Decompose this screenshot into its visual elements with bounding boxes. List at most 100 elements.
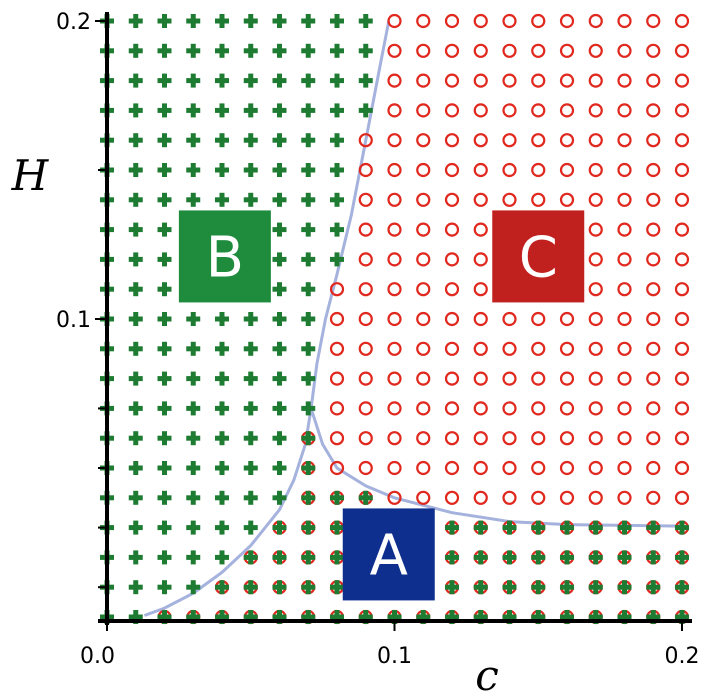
circle-marker [473, 252, 488, 267]
cross-marker [330, 73, 344, 88]
circle-marker [674, 371, 690, 386]
circle-marker [358, 162, 373, 178]
circle-marker [617, 222, 632, 237]
cross-marker [646, 550, 661, 565]
circle-marker [416, 490, 431, 505]
cross-marker [215, 520, 229, 535]
circle-marker [502, 43, 517, 58]
cross-marker [502, 550, 517, 565]
cross-marker [243, 520, 258, 535]
circle-marker [502, 371, 517, 386]
circle-marker [502, 13, 517, 29]
circle-marker [646, 73, 661, 88]
circle-marker [358, 311, 373, 327]
cross-marker [445, 580, 459, 595]
cross-marker [128, 133, 143, 148]
circle-marker [387, 73, 402, 88]
circle-marker [444, 43, 460, 58]
circle-marker [617, 282, 632, 297]
circle-marker [531, 460, 546, 476]
cross-marker [215, 431, 229, 446]
cross-marker [186, 550, 201, 565]
cross-marker [157, 192, 172, 207]
cross-marker [330, 580, 344, 595]
cross-marker [157, 282, 172, 297]
cross-marker [128, 520, 143, 535]
cross-marker [330, 490, 344, 505]
circle-marker [531, 311, 546, 327]
circle-marker [329, 460, 345, 476]
cross-marker [588, 550, 603, 565]
cross-marker [445, 550, 459, 565]
cross-marker [186, 133, 201, 148]
circle-marker [387, 490, 402, 505]
region-label-text: A [370, 523, 408, 588]
circle-marker [502, 490, 517, 505]
cross-marker [358, 103, 373, 118]
cross-marker [330, 14, 344, 28]
circle-marker [444, 192, 460, 207]
cross-marker [358, 73, 373, 88]
cross-marker [157, 222, 172, 237]
circle-marker [358, 341, 373, 356]
circle-marker [387, 103, 402, 118]
circle-marker [617, 103, 632, 118]
circle-marker [473, 341, 488, 356]
cross-marker [128, 282, 143, 297]
circle-marker [617, 192, 632, 207]
circle-marker [646, 371, 661, 386]
circle-marker [617, 311, 632, 327]
cross-marker [272, 341, 287, 356]
circle-marker [531, 490, 546, 505]
circle-marker [559, 460, 575, 476]
circle-marker [588, 222, 603, 237]
cross-marker [157, 490, 172, 505]
circle-marker [531, 341, 546, 356]
cross-marker [675, 520, 689, 535]
cross-marker [157, 520, 172, 535]
circle-marker [559, 371, 575, 386]
circle-marker [502, 133, 517, 148]
circle-marker [473, 43, 488, 58]
cross-marker [243, 550, 258, 565]
circle-marker [674, 401, 690, 416]
circle-marker [387, 371, 402, 386]
cross-marker [186, 371, 201, 386]
circle-marker [559, 490, 575, 505]
cross-marker [301, 192, 316, 207]
circle-marker [444, 73, 460, 88]
circle-marker [617, 162, 632, 178]
phase-boundaries [143, 20, 683, 617]
x-tick-label: 0.0 [80, 644, 115, 669]
cross-marker [646, 580, 661, 595]
cross-marker [272, 222, 287, 237]
circle-marker [617, 252, 632, 267]
circle-marker [531, 162, 546, 178]
circle-marker [444, 222, 460, 237]
cross-marker [301, 14, 316, 28]
circle-marker [416, 103, 431, 118]
circle-marker [416, 311, 431, 327]
cross-marker [301, 103, 316, 118]
circle-marker [444, 13, 460, 29]
circle-marker [387, 311, 402, 327]
cross-marker [272, 312, 287, 326]
circle-marker [387, 162, 402, 178]
circle-marker [329, 431, 345, 446]
circle-marker [646, 192, 661, 207]
circle-marker [646, 460, 661, 476]
cross-marker [301, 163, 316, 177]
cross-marker [128, 610, 143, 624]
cross-marker [330, 103, 344, 118]
boundary-curve-2 [309, 20, 391, 409]
cross-marker [186, 192, 201, 207]
cross-marker [301, 222, 316, 237]
circle-marker [588, 103, 603, 118]
cross-marker [215, 192, 229, 207]
circle-marker [444, 341, 460, 356]
cross-marker [157, 163, 172, 177]
cross-marker [272, 401, 287, 416]
circle-marker [588, 431, 603, 446]
cross-marker [272, 14, 287, 28]
cross-marker [186, 73, 201, 88]
